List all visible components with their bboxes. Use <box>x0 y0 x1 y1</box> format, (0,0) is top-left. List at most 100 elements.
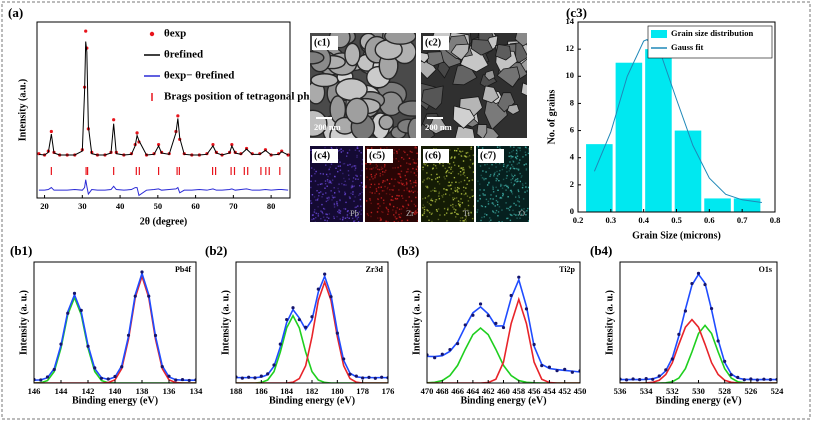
grain <box>345 97 369 125</box>
map-pixel <box>409 150 411 153</box>
map-pixel <box>443 188 445 190</box>
map-pixel <box>370 211 373 214</box>
map-pixel <box>328 196 330 199</box>
x-tick-label: 454 <box>543 386 557 396</box>
micrograph-label: (c1) <box>314 37 330 48</box>
map-pixel <box>511 214 513 217</box>
map-pixel <box>453 197 456 200</box>
map-pixel <box>393 149 396 151</box>
map-pixel <box>512 161 515 163</box>
map-pixel <box>377 198 380 201</box>
map-pixel <box>313 211 316 213</box>
map-pixel <box>524 182 527 184</box>
map-pixel <box>462 173 464 175</box>
x-tick-label: 528 <box>718 386 731 396</box>
y-tick-label: 10 <box>566 70 575 80</box>
map-pixel <box>357 205 359 207</box>
map-pixel <box>505 184 507 187</box>
map-pixel <box>452 198 455 201</box>
map-pixel <box>454 189 456 192</box>
map-pixel <box>519 172 521 175</box>
map-pixel <box>514 180 516 182</box>
map-pixel <box>382 211 384 214</box>
map-pixel <box>402 197 404 199</box>
map-pixel <box>381 167 384 170</box>
map-pixel <box>428 177 431 180</box>
map-pixel <box>384 171 386 173</box>
map-pixel <box>398 189 400 191</box>
map-pixel <box>329 180 331 182</box>
map-pixel <box>360 213 362 215</box>
map-pixel <box>434 199 437 201</box>
map-pixel <box>425 162 428 165</box>
map-pixel <box>339 199 341 201</box>
bar <box>704 198 731 212</box>
map-pixel <box>509 167 512 169</box>
map-pixel <box>365 162 367 165</box>
x-tick-label: 136 <box>163 386 176 396</box>
data-point <box>272 363 276 367</box>
map-pixel <box>450 166 453 169</box>
map-pixel <box>430 213 433 215</box>
map-pixel <box>403 189 405 192</box>
map-pixel <box>513 146 515 148</box>
map-pixel <box>411 151 413 153</box>
map-pixel <box>401 183 404 186</box>
map-pixel <box>513 167 516 170</box>
map-pixel <box>510 205 512 208</box>
map-pixel <box>512 165 514 168</box>
map-pixel <box>457 191 459 193</box>
map-pixel <box>322 207 325 210</box>
map-pixel <box>356 156 358 158</box>
map-pixel <box>484 164 486 166</box>
map-pixel <box>373 183 376 186</box>
map-pixel <box>485 198 488 201</box>
map-pixel <box>482 170 484 172</box>
grain <box>344 42 361 67</box>
map-pixel <box>338 190 340 192</box>
map-pixel <box>325 173 328 176</box>
micrograph: (c2) 200 nm <box>421 33 527 138</box>
map-pixel <box>501 187 504 189</box>
map-pixel <box>382 180 384 182</box>
x-tick-label: 178 <box>356 386 369 396</box>
map-pixel <box>405 181 408 184</box>
map-pixel <box>354 165 357 167</box>
map-pixel <box>496 201 499 203</box>
map-pixel <box>354 206 356 209</box>
data-point <box>690 281 694 286</box>
map-pixel <box>450 184 452 186</box>
map-pixel <box>448 171 450 174</box>
map-pixel <box>458 153 460 155</box>
map-pixel <box>389 204 391 206</box>
data-point <box>66 311 70 315</box>
map-pixel <box>397 160 400 163</box>
data-point <box>348 372 352 376</box>
map-pixel <box>462 210 465 212</box>
map-pixel <box>321 211 323 213</box>
map-pixel <box>498 221 500 222</box>
map-pixel <box>311 194 314 196</box>
map-pixel <box>335 167 337 169</box>
map-pixel <box>398 216 401 218</box>
data-point <box>555 369 559 373</box>
map-pixel <box>450 188 452 190</box>
map-pixel <box>524 191 526 193</box>
map-pixel <box>355 147 358 149</box>
map-pixel <box>331 195 334 197</box>
map-pixel <box>344 180 346 182</box>
map-pixel <box>527 220 529 222</box>
map-pixel <box>515 149 518 151</box>
map-pixel <box>495 179 497 182</box>
map-pixel <box>515 204 517 206</box>
map-pixel <box>423 206 426 208</box>
map-pixel <box>396 150 398 153</box>
map-pixel <box>471 217 474 220</box>
map-pixel <box>396 194 398 197</box>
map-pixel <box>330 190 332 192</box>
map-pixel <box>400 179 402 182</box>
map-pixel <box>465 215 467 217</box>
map-pixel <box>328 217 330 220</box>
map-pixel <box>465 156 467 158</box>
map-pixel <box>421 214 424 216</box>
